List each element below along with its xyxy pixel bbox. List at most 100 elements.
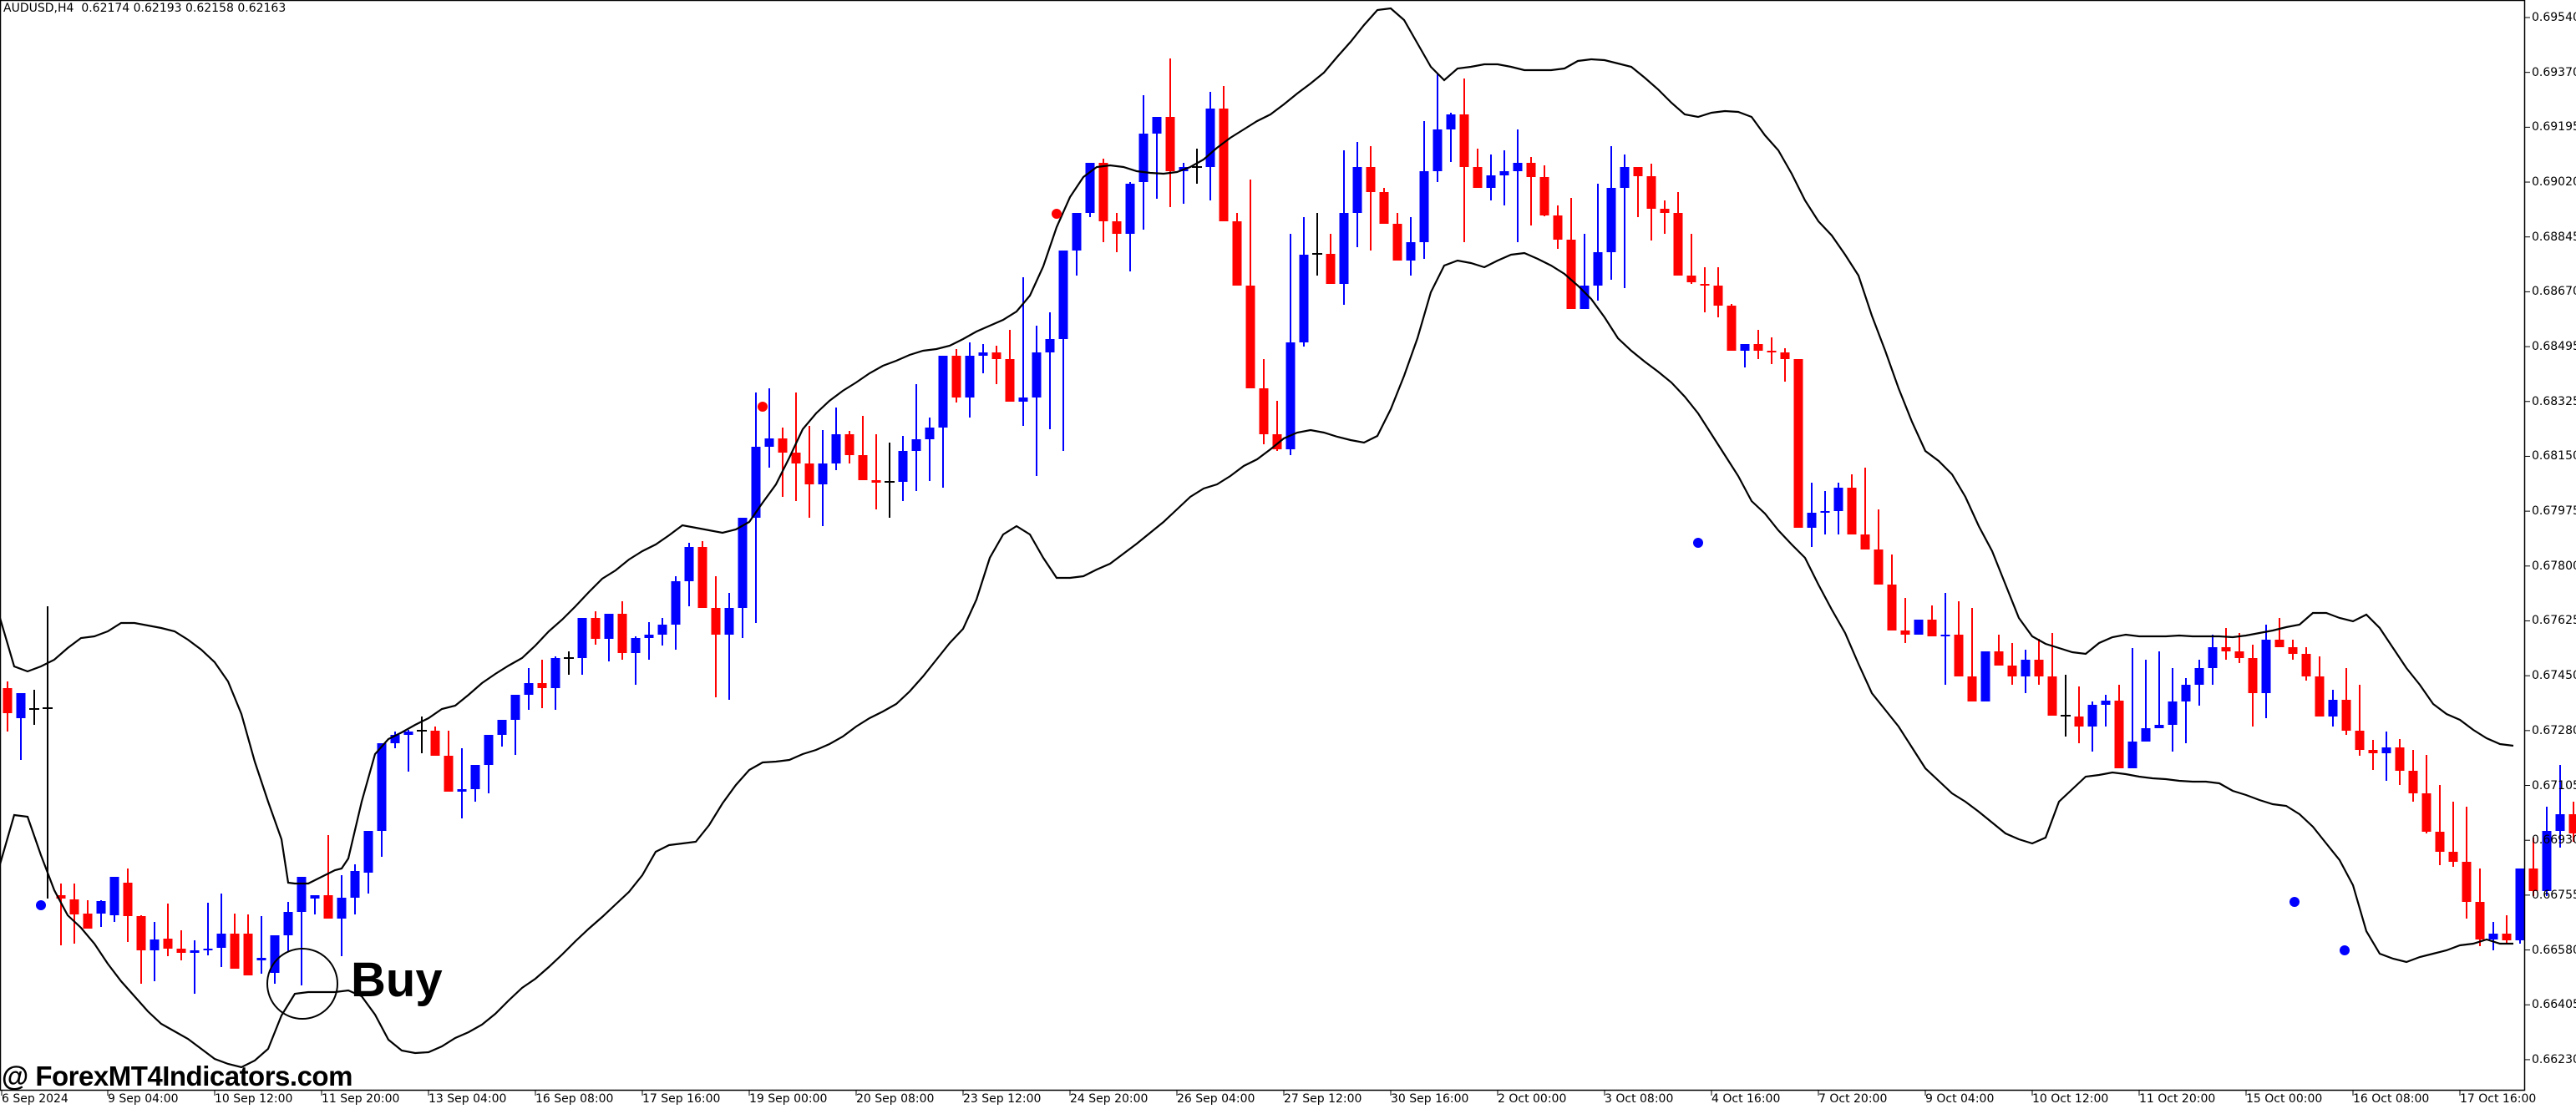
ohlc-readout: 0.62174 0.62193 0.62158 0.62163 [81,2,287,15]
time-tick-label: 3 Oct 08:00 [1605,1092,1674,1106]
candle [109,877,119,922]
candle [2021,650,2031,693]
candle [550,656,560,710]
candle [1780,348,1790,382]
candle [1900,598,1910,643]
time-tick-label: 11 Sep 20:00 [322,1092,400,1106]
price-tick-label: 0.68325 [2532,394,2576,408]
time-tick-label: 16 Sep 08:00 [535,1092,614,1106]
candle [417,717,427,753]
candle [283,902,293,952]
candle [2007,643,2017,685]
candle [1967,608,1977,701]
candle [1459,78,1469,242]
candle [2194,660,2204,706]
candle [1125,182,1135,271]
candle [1673,192,1683,276]
candle [123,868,133,942]
candle [911,384,921,491]
price-tick-label: 0.67625 [2532,614,2576,628]
candle [697,541,707,608]
candle [885,443,895,518]
candle [2462,807,2472,919]
candle [1606,146,1616,280]
candle [1980,651,1990,701]
candle [1045,312,1055,429]
candle [925,418,935,481]
candle [96,900,106,927]
candle [470,765,480,802]
signal-dot [36,900,46,910]
candle [243,914,253,975]
candle [176,930,186,960]
time-tick-label: 20 Sep 08:00 [856,1092,935,1106]
candle [1312,213,1322,276]
candle [2274,618,2284,647]
price-tick-label: 0.67800 [2532,559,2576,573]
candle [2234,633,2244,663]
candle [163,904,173,956]
candle [604,614,614,661]
candle [1285,234,1296,455]
candle [1433,73,1443,182]
price-tick-label: 0.68845 [2532,230,2576,244]
candle [564,651,574,675]
candle [2515,868,2525,944]
candle [1807,483,1817,547]
candle [1713,267,1723,317]
candle [150,922,160,981]
candle [1259,359,1269,444]
candle [2061,675,2071,737]
time-tick-label: 6 Sep 2024 [2,1092,68,1106]
candle [1339,150,1349,305]
candle [644,622,654,660]
candle [738,518,748,638]
candle [1326,234,1336,284]
time-tick-label: 27 Sep 12:00 [1284,1092,1362,1106]
candle [2395,739,2405,785]
time-tick-label: 11 Oct 20:00 [2139,1092,2216,1106]
time-tick-label: 23 Sep 12:00 [963,1092,1042,1106]
candle [2181,678,2191,743]
price-tick-label: 0.69020 [2532,175,2576,190]
candle [2034,639,2044,685]
candle [310,895,320,914]
candle [83,900,93,929]
candle [69,884,79,944]
time-tick-label: 24 Sep 20:00 [1070,1092,1149,1106]
signal-dot [2340,945,2350,955]
price-axis-ticks [2525,17,2530,1061]
candle [510,695,520,755]
candle [2368,740,2378,770]
candle [2355,685,2365,756]
chart-header: AUDUSD,H4 0.62174 0.62193 0.62158 0.6216… [3,2,286,15]
candle [1513,129,1523,242]
candle [2168,668,2178,752]
candle [444,731,454,792]
price-tick-label: 0.66230 [2532,1052,2576,1066]
buy-annotation-label: Buy [351,953,443,1007]
candle [1205,92,1215,200]
candle [1272,401,1282,451]
candle [337,875,347,956]
candle [1005,330,1015,402]
candle [430,727,440,756]
candle [1526,157,1536,225]
chart-frame [0,0,2526,1091]
candle [2408,750,2418,802]
candle [671,576,681,650]
candle [577,618,587,675]
candle [818,430,828,526]
time-tick-label: 15 Oct 00:00 [2246,1092,2323,1106]
candle [965,342,975,418]
candle [1847,474,1857,534]
candle [270,935,280,984]
candle [831,408,841,470]
candle [1058,251,1068,451]
candle [1473,149,1483,188]
candle [1392,213,1402,261]
candle [2502,915,2512,944]
signal-dot [2289,897,2300,907]
price-tick-label: 0.69195 [2532,120,2576,134]
